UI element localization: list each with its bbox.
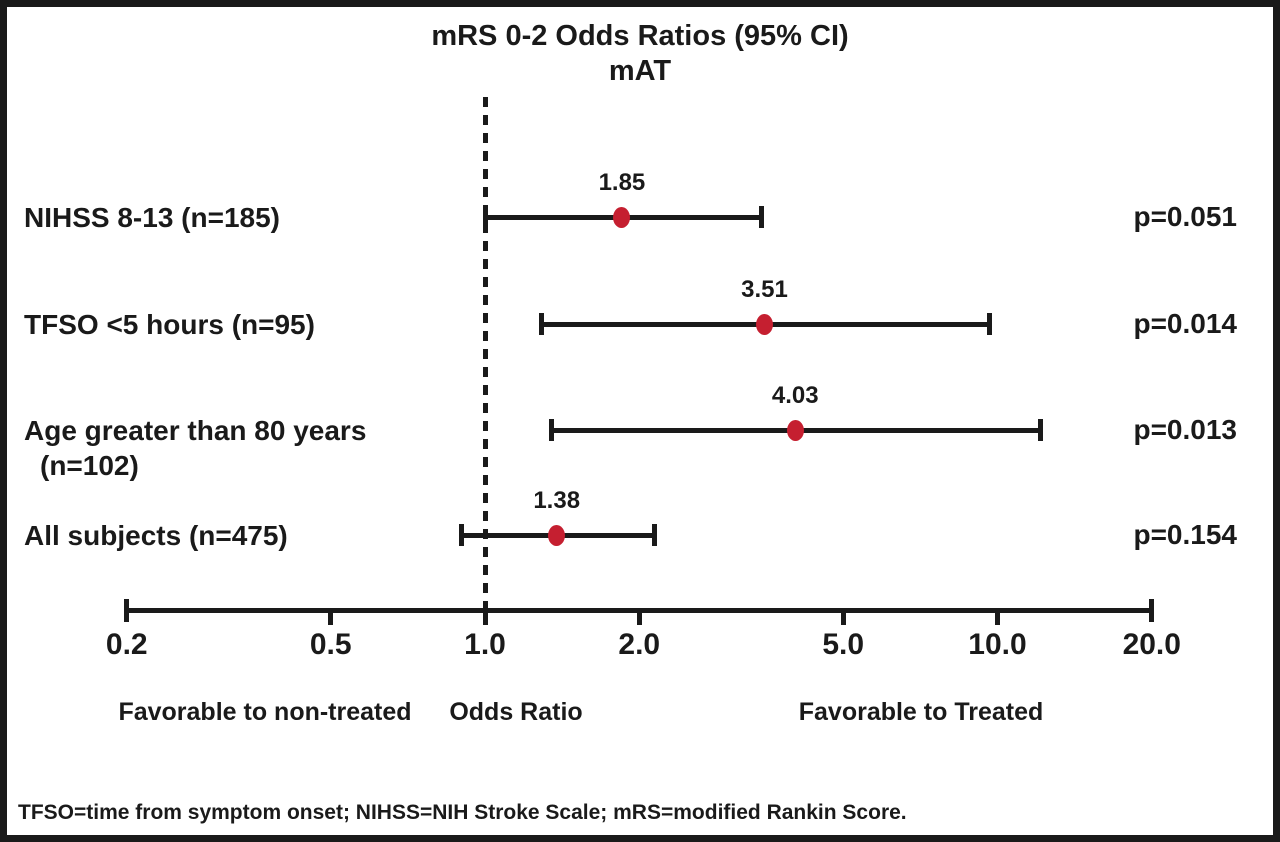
p-value-label: p=0.014 <box>1133 308 1237 339</box>
row-label: All subjects (n=475) <box>24 518 288 553</box>
p-value-label: p=0.051 <box>1133 201 1237 232</box>
x-axis-tick <box>840 610 846 625</box>
ci-cap-left <box>539 313 545 335</box>
or-value-label: 1.85 <box>598 169 646 196</box>
x-axis-tick-label: 2.0 <box>618 628 661 661</box>
ci-cap-left <box>459 524 465 546</box>
annotation-favorable-non-treated: Favorable to non-treated <box>118 698 412 726</box>
x-axis-end-tick <box>1149 598 1155 622</box>
x-axis-tick <box>482 610 488 625</box>
point-estimate-marker <box>786 419 804 441</box>
p-value-label: p=0.154 <box>1133 519 1237 550</box>
row-label-line: TFSO <5 hours (n=95) <box>24 308 315 340</box>
reference-line-or-1 <box>482 97 488 625</box>
row-label: NIHSS 8-13 (n=185) <box>24 200 280 235</box>
row-label-line: NIHSS 8-13 (n=185) <box>24 201 280 233</box>
x-axis-tick-label: 5.0 <box>822 628 865 661</box>
ci-cap-right <box>986 313 992 335</box>
ci-cap-left <box>549 419 555 441</box>
chart-title-line2: mAT <box>608 55 672 87</box>
x-axis-end-tick <box>124 598 130 622</box>
footnote: TFSO=time from symptom onset; NIHSS=NIH … <box>18 801 907 824</box>
x-axis-tick-label: 0.5 <box>309 628 352 661</box>
x-axis-tick-label: 1.0 <box>464 628 506 661</box>
or-value-label: 1.38 <box>533 487 581 514</box>
x-axis-tick-label: 10.0 <box>968 628 1027 661</box>
point-estimate-marker <box>613 206 631 228</box>
ci-cap-right <box>651 524 657 546</box>
x-axis-tick <box>995 610 1000 625</box>
p-value-label: p=0.013 <box>1133 414 1237 445</box>
or-value-label: 4.03 <box>771 382 819 409</box>
point-estimate-marker <box>755 313 773 335</box>
chart-title: mRS 0-2 Odds Ratios (95% CI) mAT <box>7 19 1273 89</box>
point-estimate-marker <box>548 524 566 546</box>
row-label: TFSO <5 hours (n=95) <box>24 307 315 342</box>
plot-area: NIHSS 8-13 (n=185) 1.85 p=0.051 TFSO <5 hou… <box>7 7 1273 835</box>
row-label-line: (n=102) <box>40 449 139 481</box>
annotation-favorable-treated: Favorable to Treated <box>798 698 1044 726</box>
or-value-label: 3.51 <box>741 276 788 303</box>
chart-title-line1: mRS 0-2 Odds Ratios (95% CI) <box>431 20 849 52</box>
row-label: Age greater than 80 years (n=102) <box>24 413 366 483</box>
ci-cap-right <box>1037 419 1043 441</box>
x-axis-tick <box>636 610 642 625</box>
x-axis-tick-label: 0.2 <box>105 628 148 661</box>
ci-cap-left <box>482 206 488 228</box>
row-label-line: Age greater than 80 years <box>24 414 367 446</box>
ci-cap-right <box>758 206 764 228</box>
x-axis-tick-label: 20.0 <box>1122 628 1181 661</box>
x-axis-tick <box>328 610 334 625</box>
row-label-line: All subjects (n=475) <box>24 519 288 551</box>
annotation-odds-ratio: Odds Ratio <box>449 698 583 726</box>
